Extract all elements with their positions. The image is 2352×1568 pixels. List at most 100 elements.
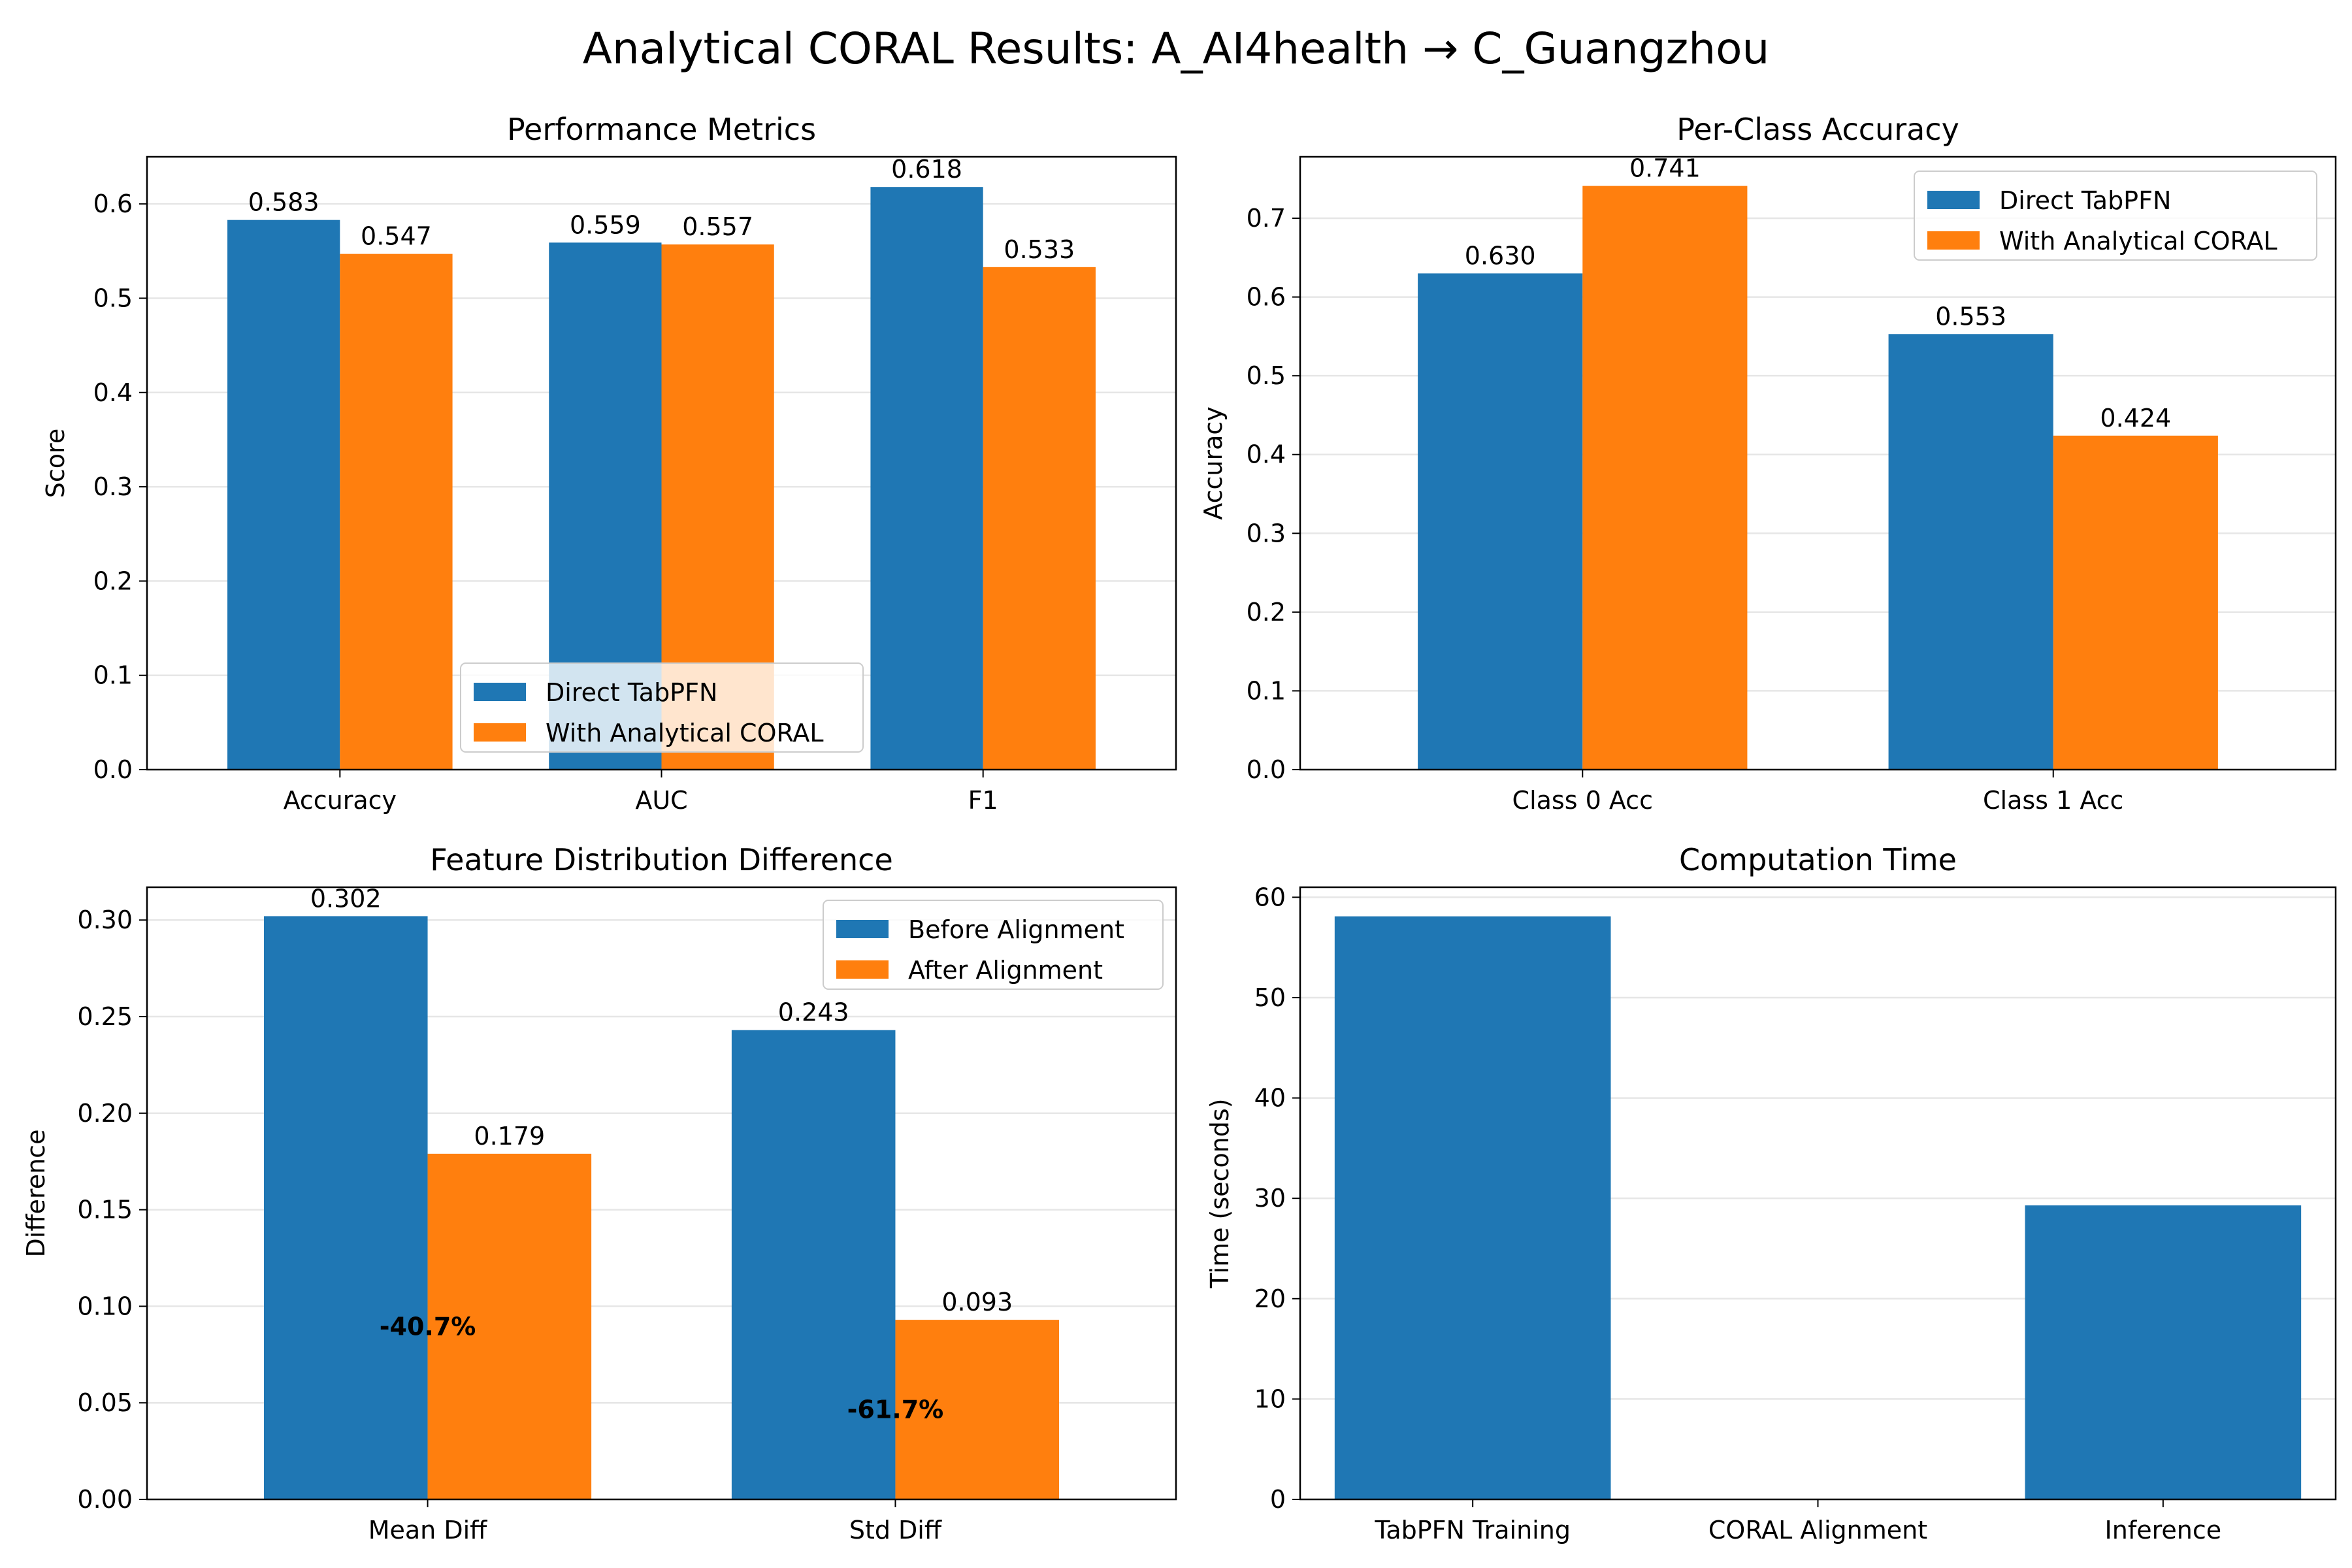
x-tick-label: Class 0 Acc xyxy=(1512,786,1653,815)
data-label: 0.424 xyxy=(2100,404,2171,433)
y-tick-label: 0.05 xyxy=(77,1388,133,1417)
y-tick-label: 0.00 xyxy=(77,1485,133,1514)
y-tick-label: 0.4 xyxy=(1247,440,1286,469)
x-tick-label: CORAL Alignment xyxy=(1708,1516,1927,1544)
data-label: 0.618 xyxy=(891,155,962,184)
legend-label: With Analytical CORAL xyxy=(1999,227,2278,255)
y-tick-label: 0.10 xyxy=(77,1292,133,1320)
y-tick-label: 0.3 xyxy=(1247,519,1286,547)
y-tick-label: 0.4 xyxy=(93,378,133,407)
bar-with-analytical-coral xyxy=(2053,435,2218,770)
axes-frame xyxy=(1299,155,2337,771)
y-axis-label: Time (seconds) xyxy=(1205,1098,1234,1288)
chart-time: 0 10 20 30 40 50 60 TabPFN Training CORAL Alignm… xyxy=(1205,842,2337,1544)
y-tick-label: 30 xyxy=(1254,1184,1286,1213)
bar-with-analytical-coral xyxy=(1582,186,1748,770)
legend-label: With Analytical CORAL xyxy=(546,719,824,747)
change-annotation: -61.7% xyxy=(847,1396,944,1424)
y-tick-label: 0.2 xyxy=(1247,598,1286,627)
x-tick-label: Accuracy xyxy=(284,786,397,815)
bar-after-alignment xyxy=(895,1320,1060,1499)
legend: Direct TabPFN With Analytical CORAL xyxy=(460,662,864,753)
x-tick-label: Std Diff xyxy=(849,1516,942,1544)
chart-title: Performance Metrics xyxy=(507,112,816,147)
bar-before-alignment xyxy=(263,916,428,1499)
data-label: 0.179 xyxy=(474,1122,545,1151)
bar-time xyxy=(1334,916,1611,1499)
chart-title: Feature Distribution Difference xyxy=(430,842,893,877)
y-tick-label: 20 xyxy=(1254,1284,1286,1313)
y-tick-label: 0.30 xyxy=(77,906,133,934)
figure-title: Analytical CORAL Results: A_AI4health → … xyxy=(582,24,1770,74)
y-tick-label: 10 xyxy=(1254,1384,1286,1413)
y-tick-label: 40 xyxy=(1254,1084,1286,1113)
y-tick-label: 60 xyxy=(1254,883,1286,911)
data-label: 0.243 xyxy=(778,998,849,1027)
y-tick-label: 0.15 xyxy=(77,1196,133,1224)
data-label: 0.583 xyxy=(248,188,319,217)
y-tick-label: 0.6 xyxy=(93,189,133,218)
y-tick-label: 0.6 xyxy=(1247,283,1286,312)
x-tick-label: TabPFN Training xyxy=(1374,1516,1571,1544)
y-tick-label: 0.1 xyxy=(93,661,133,690)
y-axis-label: Accuracy xyxy=(1199,406,1228,520)
bar-with-analytical-coral xyxy=(340,253,453,770)
x-tick-label: AUC xyxy=(635,786,687,815)
x-tick-label: Class 1 Acc xyxy=(1983,786,2123,815)
legend-swatch xyxy=(836,960,889,979)
legend: Direct TabPFN With Analytical CORAL xyxy=(1914,171,2317,261)
x-tick-label: F1 xyxy=(968,786,998,815)
y-tick-label: 0.25 xyxy=(77,1002,133,1031)
data-label: 0.559 xyxy=(570,210,641,239)
y-axis-label: Difference xyxy=(22,1130,50,1258)
legend-swatch xyxy=(474,683,526,701)
change-annotation: -40.7% xyxy=(380,1312,476,1341)
legend-swatch xyxy=(1927,191,1980,209)
legend-swatch xyxy=(836,920,889,938)
bar-time xyxy=(2025,1205,2302,1499)
y-tick-label: 0.1 xyxy=(1247,676,1286,705)
bar-direct-tabpfn xyxy=(1888,334,2053,770)
y-tick-label: 0.5 xyxy=(1247,361,1286,390)
bar-before-alignment xyxy=(731,1030,896,1499)
y-tick-label: 0.20 xyxy=(77,1099,133,1128)
legend-box xyxy=(460,662,864,753)
legend-swatch xyxy=(474,723,526,742)
legend-label: Before Alignment xyxy=(908,915,1124,944)
bar-with-analytical-coral xyxy=(983,267,1096,770)
data-label: 0.302 xyxy=(310,884,382,913)
y-tick-label: 0.0 xyxy=(1247,755,1286,784)
legend-box xyxy=(1914,171,2317,261)
y-tick-label: 0.5 xyxy=(93,284,133,312)
data-label: 0.557 xyxy=(682,212,753,241)
y-tick-label: 0.3 xyxy=(93,472,133,501)
data-label: 0.533 xyxy=(1004,235,1075,264)
x-tick-label: Inference xyxy=(2105,1516,2222,1544)
legend-box xyxy=(823,900,1164,990)
legend: Before Alignment After Alignment xyxy=(823,900,1164,990)
bar-direct-tabpfn xyxy=(227,220,340,770)
data-label: 0.553 xyxy=(1935,302,2006,331)
chart-title: Per-Class Accuracy xyxy=(1676,112,1959,147)
legend-swatch xyxy=(1927,231,1980,250)
legend-label: Direct TabPFN xyxy=(546,678,717,707)
y-axis-label: Score xyxy=(41,429,70,498)
chart-per_class: 0.0 0.1 0.2 0.3 0.4 0.5 0.6 0.7 0.630 0.553 0.741 0… xyxy=(1199,112,2337,815)
y-tick-label: 0 xyxy=(1270,1485,1286,1514)
data-label: 0.630 xyxy=(1465,241,1536,270)
x-tick-label: Mean Diff xyxy=(368,1516,487,1544)
data-label: 0.547 xyxy=(361,222,432,251)
bar-direct-tabpfn xyxy=(1418,273,1583,770)
y-tick-label: 0.0 xyxy=(93,755,133,784)
y-tick-label: 50 xyxy=(1254,983,1286,1012)
chart-feature_diff: 0.00 0.05 0.10 0.15 0.20 0.25 0.30 0.302 0.243 0.… xyxy=(22,842,1177,1544)
chart-title: Computation Time xyxy=(1679,842,1957,877)
legend-label: Direct TabPFN xyxy=(1999,186,2171,215)
chart-performance: 0.0 0.1 0.2 0.3 0.4 0.5 0.6 0.583 0.559 0.618 0.54… xyxy=(41,112,1177,815)
legend-label: After Alignment xyxy=(908,956,1103,985)
axes-frame xyxy=(146,886,1177,1501)
bar-direct-tabpfn xyxy=(870,187,983,770)
y-tick-label: 0.7 xyxy=(1247,204,1286,233)
